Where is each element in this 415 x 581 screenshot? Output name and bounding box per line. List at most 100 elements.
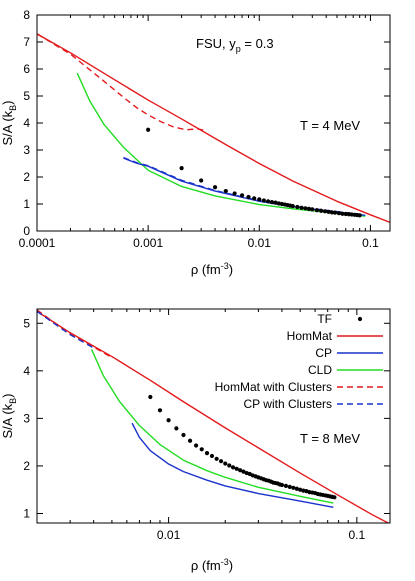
panel-top-series-tf-point xyxy=(146,127,151,132)
panel-bottom-series-tf-point xyxy=(166,418,171,423)
panel-top-y-axis-label: S/A (kB) xyxy=(0,100,18,145)
panel-top-series-cp-line xyxy=(123,157,366,217)
panel-top-series-tf-point xyxy=(306,206,312,211)
panel-bottom-series-cp-line xyxy=(131,422,334,508)
panel-bottom-series-tf-point xyxy=(234,466,239,471)
x-tick-label: 0.01 xyxy=(248,236,272,250)
panel-bottom-series-hommat-with-clusters-line xyxy=(37,309,113,359)
panel-bottom-series-tf-point xyxy=(214,456,219,461)
panel-bottom-series-tf-point xyxy=(218,459,224,464)
y-tick-label: 4 xyxy=(23,116,30,130)
x-tick-label: 0.1 xyxy=(362,236,379,250)
panel-top-series-tf-point xyxy=(322,209,328,214)
panel-top-model-annotation: FSU, yp = 0.3 xyxy=(196,36,274,54)
panel-top-series-tf-point xyxy=(269,200,275,205)
panel-top-ticks: 0.0001 0.001 0.01 0.1 0 1 2 3 4 5 6 7 8 xyxy=(19,8,390,250)
y-tick-label: 4 xyxy=(23,364,30,378)
panel-top-series-tf-point xyxy=(303,206,308,211)
panel-bottom-series-tf-point xyxy=(223,461,228,466)
panel-top-series-tf-point xyxy=(326,209,331,214)
y-tick-label: 2 xyxy=(23,170,30,184)
y-tick-label: 0 xyxy=(23,224,30,238)
panel-bottom-series-tf-point xyxy=(301,488,306,493)
panel-bottom-axes-frame xyxy=(36,308,391,524)
panel-bottom-series-tf-point xyxy=(187,438,193,443)
panel-top-series-tf-point xyxy=(265,199,271,204)
panel-bottom-series-cld-line xyxy=(90,349,334,504)
panel-bottom-series-tf-point xyxy=(294,486,299,491)
panel-bottom-series-tf-point xyxy=(298,487,303,492)
panel-top-series-tf-point xyxy=(336,211,341,216)
panel-bottom-series-hommat-line xyxy=(37,310,390,523)
panel-top-series-tf-point xyxy=(319,208,324,213)
legend-label-cld: CLD xyxy=(308,363,332,377)
legend: TF HomMat CP CLD HomMat with Clusters CP with… xyxy=(215,312,383,411)
panel-bottom-series-tf-point xyxy=(238,468,243,473)
y-tick-label: 8 xyxy=(23,8,30,22)
panel-bottom-series-tf-point xyxy=(283,483,289,489)
panel-top-series-tf-point xyxy=(299,205,304,210)
panel-top-series-tf-point xyxy=(252,196,257,201)
y-tick-label: 3 xyxy=(23,411,30,425)
panel-top-series-cp-with-clusters-line xyxy=(123,156,366,216)
panel-top-series-tf-point xyxy=(329,210,334,215)
panel-top-series-hommat-with-clusters-line xyxy=(37,33,206,132)
y-tick-label: 1 xyxy=(23,197,30,211)
panel-bottom-series-tf-point xyxy=(332,495,337,500)
panel-top-series-tf-point xyxy=(261,198,266,203)
panel-bottom-series-tf-point xyxy=(204,450,210,456)
y-tick-label: 5 xyxy=(23,89,30,103)
panel-bottom-series-tf-point xyxy=(227,463,232,468)
panel-bottom-series-tf-point xyxy=(230,465,236,470)
panel-bottom-series-tf-point xyxy=(209,453,215,459)
panel-top-series-tf-point xyxy=(332,210,338,215)
panel-bottom-temperature-annotation: T = 8 MeV xyxy=(300,431,360,446)
panel-bottom-series-tf-point xyxy=(199,447,204,452)
panel-top-series-tf-points xyxy=(146,127,362,218)
panel-top-series-tf-point xyxy=(290,204,295,209)
panel-top-x-axis-label: ρ (fm-3) xyxy=(191,261,233,277)
panel-bottom-ticks: 0.01 0.1 1 2 3 4 5 xyxy=(23,309,390,542)
panel-bottom-series-tf-point xyxy=(291,485,296,490)
panel-bottom: 0.01 0.1 1 2 3 4 5 TF HomMat CP CLD HomMat with Cl… xyxy=(0,308,391,573)
legend-label-hommat: HomMat xyxy=(287,329,333,343)
panel-bottom-y-axis-label: S/A (kB) xyxy=(0,393,18,438)
panel-bottom-plot-content xyxy=(37,309,390,523)
panel-top-series-tf-point xyxy=(212,185,218,190)
panel-top-series-tf-point xyxy=(239,193,245,198)
panel-top-temperature-annotation: T = 4 MeV xyxy=(300,118,360,133)
y-tick-label: 6 xyxy=(23,62,30,76)
panel-top-series-tf-point xyxy=(314,208,320,213)
panel-top-series-tf-point xyxy=(343,211,348,217)
panel-top-series-tf-point xyxy=(232,191,237,196)
panel-bottom-series-tf-point xyxy=(287,484,292,489)
panel-top-series-tf-point xyxy=(199,178,204,183)
panel-top-series-tf-point xyxy=(276,201,281,206)
y-tick-label: 5 xyxy=(23,316,30,330)
y-tick-label: 7 xyxy=(23,35,30,49)
panel-top-series-tf-point xyxy=(246,194,251,200)
panel-bottom-series-tf-point xyxy=(157,408,163,413)
panel-top: 0.0001 0.001 0.01 0.1 0 1 2 3 4 5 6 7 8 FSU, yp = 0.… xyxy=(0,8,391,277)
legend-swatch-tf xyxy=(357,316,363,322)
panel-bottom-series-tf-points xyxy=(148,394,337,500)
panel-top-series-tf-point xyxy=(310,207,315,212)
panel-top-series-tf-point xyxy=(295,204,300,210)
y-tick-label: 3 xyxy=(23,143,30,157)
legend-label-hommat-with-clusters: HomMat with Clusters xyxy=(215,380,332,394)
panel-bottom-series-tf-point xyxy=(194,443,199,448)
panel-top-series-tf-point xyxy=(340,211,345,216)
panel-bottom-series-tf-point xyxy=(174,426,179,431)
panel-bottom-series-tf-point xyxy=(148,394,153,400)
panel-bottom-x-axis-label: ρ (fm-3) xyxy=(191,557,233,573)
y-tick-label: 1 xyxy=(23,506,30,520)
panel-bottom-series-tf-point xyxy=(241,469,246,474)
x-tick-label: 0.01 xyxy=(157,528,181,542)
panel-top-series-tf-point xyxy=(223,188,228,194)
y-tick-label: 2 xyxy=(23,459,30,473)
panel-bottom-series-cp-with-clusters-line xyxy=(37,310,95,349)
panel-top-series-tf-point xyxy=(179,165,184,171)
legend-label-cp: CP xyxy=(315,346,332,360)
legend-label-cp-with-clusters: CP with Clusters xyxy=(244,397,332,411)
